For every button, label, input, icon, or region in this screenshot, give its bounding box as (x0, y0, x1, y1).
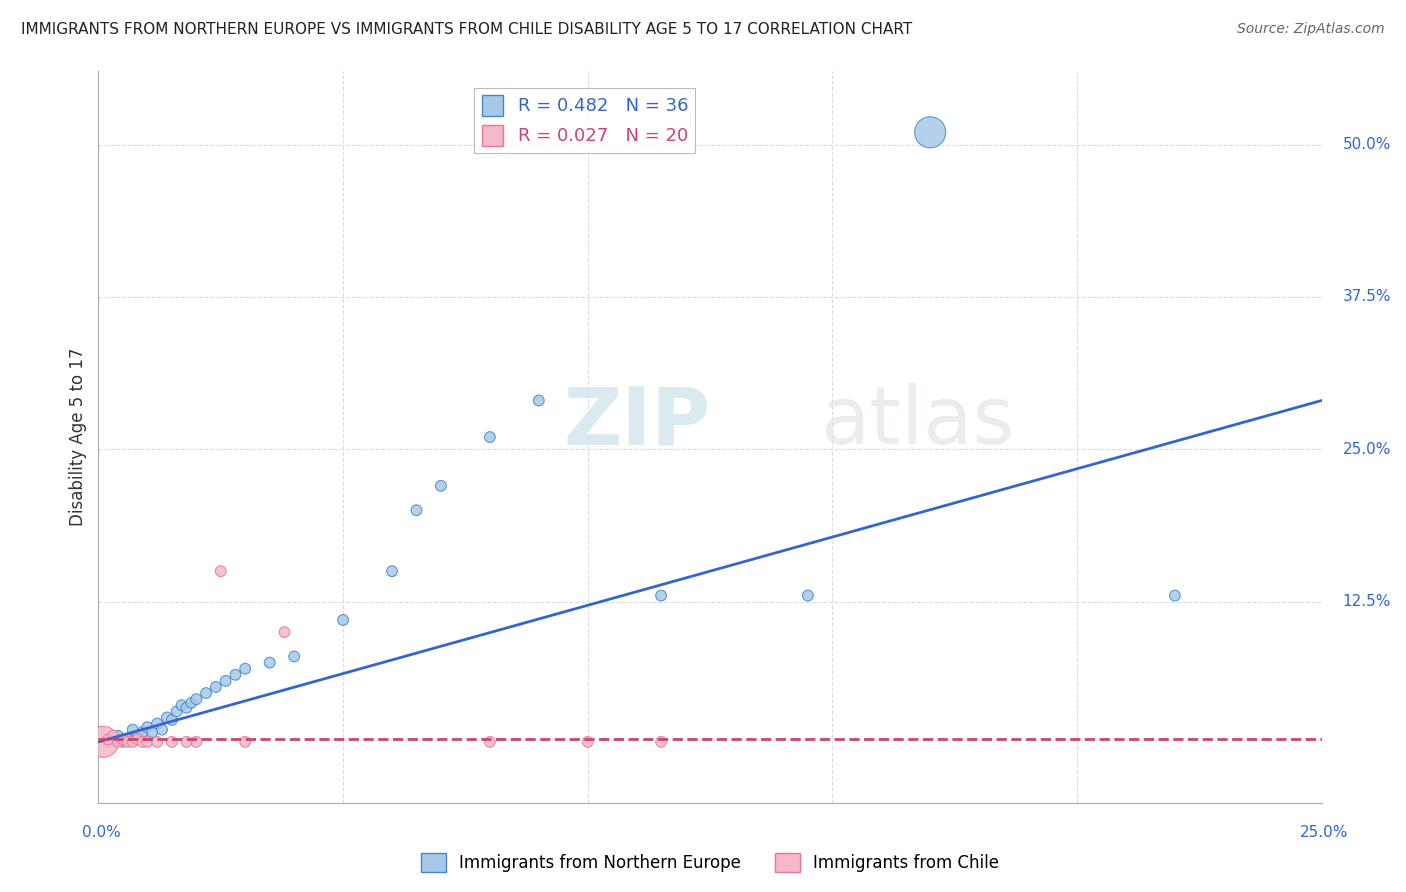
Point (146, 735, 169, 749)
Point (97, 735, 120, 749)
Point (405, 503, 427, 517)
Point (233, 735, 256, 749)
Point (797, 589, 820, 603)
Point (527, 393, 550, 408)
Point (650, 735, 672, 749)
Text: 37.5%: 37.5% (1343, 289, 1391, 304)
Point (97, 732, 120, 747)
Point (156, 710, 179, 724)
Point (121, 735, 143, 749)
Point (131, 735, 153, 749)
Point (478, 735, 501, 749)
Text: 25.0%: 25.0% (1301, 825, 1348, 839)
Point (214, 673, 236, 688)
Point (209, 564, 232, 578)
Point (259, 656, 281, 670)
Point (150, 723, 173, 737)
Point (920, 125, 942, 139)
Text: Source: ZipAtlas.com: Source: ZipAtlas.com (1237, 22, 1385, 37)
Point (117, 732, 139, 747)
Point (111, 732, 134, 747)
Point (195, 686, 218, 700)
Point (1164, 589, 1187, 603)
Point (186, 692, 208, 706)
Y-axis label: Disability Age 5 to 17: Disability Age 5 to 17 (69, 348, 87, 526)
Text: IMMIGRANTS FROM NORTHERN EUROPE VS IMMIGRANTS FROM CHILE DISABILITY AGE 5 TO 17 : IMMIGRANTS FROM NORTHERN EUROPE VS IMMIG… (21, 22, 912, 37)
Point (381, 564, 404, 578)
Point (146, 716, 169, 731)
Point (170, 698, 193, 713)
Point (127, 732, 149, 747)
Point (233, 662, 256, 676)
Point (107, 729, 129, 743)
Text: 12.5%: 12.5% (1343, 594, 1391, 609)
Point (180, 696, 202, 710)
Point (160, 713, 183, 727)
Point (478, 430, 501, 444)
Text: ZIP: ZIP (564, 384, 710, 461)
Point (186, 735, 208, 749)
Point (430, 479, 453, 493)
Point (141, 725, 163, 739)
Point (224, 667, 246, 681)
Point (127, 729, 149, 743)
Point (111, 735, 134, 749)
Point (121, 723, 143, 737)
Point (160, 735, 183, 749)
Point (332, 613, 354, 627)
Point (166, 705, 188, 719)
Point (283, 649, 305, 664)
Point (91, 735, 114, 749)
Point (136, 720, 159, 734)
Point (176, 700, 198, 714)
Text: 25.0%: 25.0% (1343, 442, 1391, 457)
Point (131, 725, 153, 739)
Text: 0.0%: 0.0% (82, 825, 121, 839)
Point (136, 735, 159, 749)
Point (205, 680, 228, 694)
Point (117, 735, 139, 749)
Point (101, 729, 124, 743)
Text: atlas: atlas (820, 384, 1015, 461)
Point (101, 732, 124, 747)
Text: 50.0%: 50.0% (1343, 137, 1391, 152)
Point (273, 625, 295, 640)
Point (107, 735, 129, 749)
Point (576, 735, 599, 749)
Legend: Immigrants from Northern Europe, Immigrants from Chile: Immigrants from Northern Europe, Immigra… (415, 846, 1005, 879)
Point (176, 735, 198, 749)
Point (650, 589, 672, 603)
